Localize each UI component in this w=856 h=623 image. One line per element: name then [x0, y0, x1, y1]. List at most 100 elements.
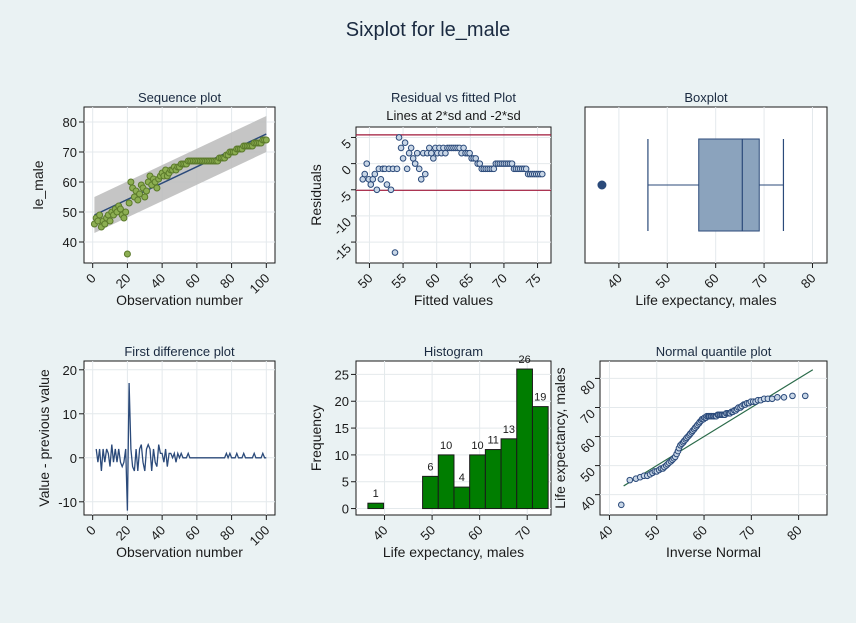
x-tick-label: 40 [147, 523, 168, 544]
x-tick-label: 60 [465, 523, 486, 544]
panel-title: First difference plot [124, 344, 235, 359]
histogram-bar [422, 475, 439, 510]
y-tick-label: 5 [342, 475, 349, 490]
data-point [617, 501, 625, 509]
x-axis-title: Observation number [116, 544, 243, 560]
bar-count-label: 19 [534, 392, 546, 404]
y-tick-label: -15 [330, 241, 354, 265]
panel-firstdiff: First difference plot 0 20 40 60 80 100 -10 0 10 2… [36, 344, 276, 560]
plot-area [599, 360, 828, 516]
data-point [393, 165, 401, 173]
x-tick-label: 70 [513, 523, 534, 544]
x-tick-label: 75 [523, 271, 544, 292]
data-point [538, 170, 546, 178]
data-point [397, 144, 405, 152]
data-point [123, 250, 131, 258]
data-point [127, 178, 135, 186]
bar-count-label: 6 [427, 461, 433, 473]
panel-title: Sequence plot [138, 90, 222, 105]
data-point [262, 136, 270, 144]
panel-normalq: Normal quantile plot 40 50 60 70 80 40 50 60 70 80… [552, 344, 828, 560]
bar-count-label: 1 [373, 488, 379, 500]
data-point [789, 392, 796, 400]
y-tick-label: 15 [335, 421, 349, 436]
x-tick-label: 60 [182, 523, 203, 544]
data-point [399, 155, 407, 162]
panel-title: Residual vs fitted Plot [391, 90, 516, 105]
y-tick-label: 60 [577, 435, 598, 456]
data-point [417, 176, 425, 183]
y-tick-label: 20 [335, 394, 349, 409]
panel-subtitle: Lines at 2*sd and -2*sd [386, 108, 520, 123]
histogram-bar [469, 454, 486, 510]
x-tick-label: 50 [642, 523, 663, 544]
x-tick-label: 50 [653, 271, 674, 292]
x-tick-label: 40 [595, 523, 616, 544]
data-point [391, 249, 399, 256]
data-point [801, 392, 809, 400]
x-tick-label: 0 [83, 271, 99, 287]
y-tick-label: 80 [577, 377, 598, 398]
y-tick-label: 40 [63, 235, 77, 250]
histogram-bar [437, 454, 455, 510]
y-tick-label: 10 [335, 448, 349, 463]
difference-line [95, 382, 267, 511]
x-tick-label: 80 [217, 523, 238, 544]
x-tick-label: 20 [113, 523, 134, 544]
data-point [430, 155, 437, 162]
y-tick-label: 50 [63, 205, 77, 220]
y-tick-label: 10 [63, 407, 77, 422]
x-axis-title: Observation number [116, 292, 243, 308]
y-tick-label: 20 [63, 363, 77, 378]
panel-title: Boxplot [684, 90, 728, 105]
figure-title: Sixplot for le_male [346, 19, 511, 41]
data-point [421, 170, 429, 178]
y-tick-label: -5 [335, 188, 354, 207]
y-tick-label: 0 [70, 451, 77, 466]
data-point [125, 199, 133, 207]
data-point [120, 214, 128, 222]
data-point [387, 186, 395, 194]
y-tick-label: 5 [338, 136, 354, 152]
plot-area [83, 360, 276, 516]
panel-boxplot: Boxplot 40 50 60 70 80 Life expectancy, males [584, 90, 828, 308]
y-axis-title: Value - previous value [36, 369, 52, 507]
x-tick-label: 100 [246, 523, 272, 549]
data-point [363, 160, 371, 167]
x-tick-label: 80 [798, 271, 819, 292]
x-tick-label: 40 [370, 523, 391, 544]
panel-title: Histogram [424, 344, 483, 359]
y-tick-label: 70 [63, 145, 77, 160]
y-tick-label: 0 [342, 502, 349, 517]
x-axis-title: Inverse Normal [666, 544, 761, 560]
data-point [395, 134, 403, 141]
x-tick-label: 50 [417, 523, 438, 544]
outlier-point [597, 180, 607, 190]
x-tick-label: 65 [456, 271, 477, 292]
x-tick-label: 70 [749, 271, 770, 292]
data-point [143, 187, 151, 195]
y-tick-label: 0 [338, 162, 354, 178]
y-axis-title: Frequency [308, 405, 324, 471]
y-tick-label: 80 [63, 115, 77, 130]
data-point [122, 208, 130, 216]
y-axis-title: le_male [30, 160, 46, 209]
x-tick-label: 80 [217, 271, 238, 292]
x-tick-label: 80 [784, 523, 805, 544]
data-point [361, 170, 369, 178]
reference-line [623, 369, 814, 487]
x-tick-label: 60 [422, 271, 443, 292]
bar-count-label: 10 [440, 440, 452, 452]
histogram-bar [531, 406, 549, 510]
data-point [626, 476, 634, 484]
data-point [407, 144, 415, 152]
x-tick-label: 40 [604, 271, 625, 292]
data-point [411, 160, 419, 167]
data-point [141, 193, 149, 201]
x-tick-label: 70 [489, 271, 510, 292]
data-point [403, 165, 411, 173]
data-point [136, 190, 144, 198]
data-point [96, 211, 104, 219]
